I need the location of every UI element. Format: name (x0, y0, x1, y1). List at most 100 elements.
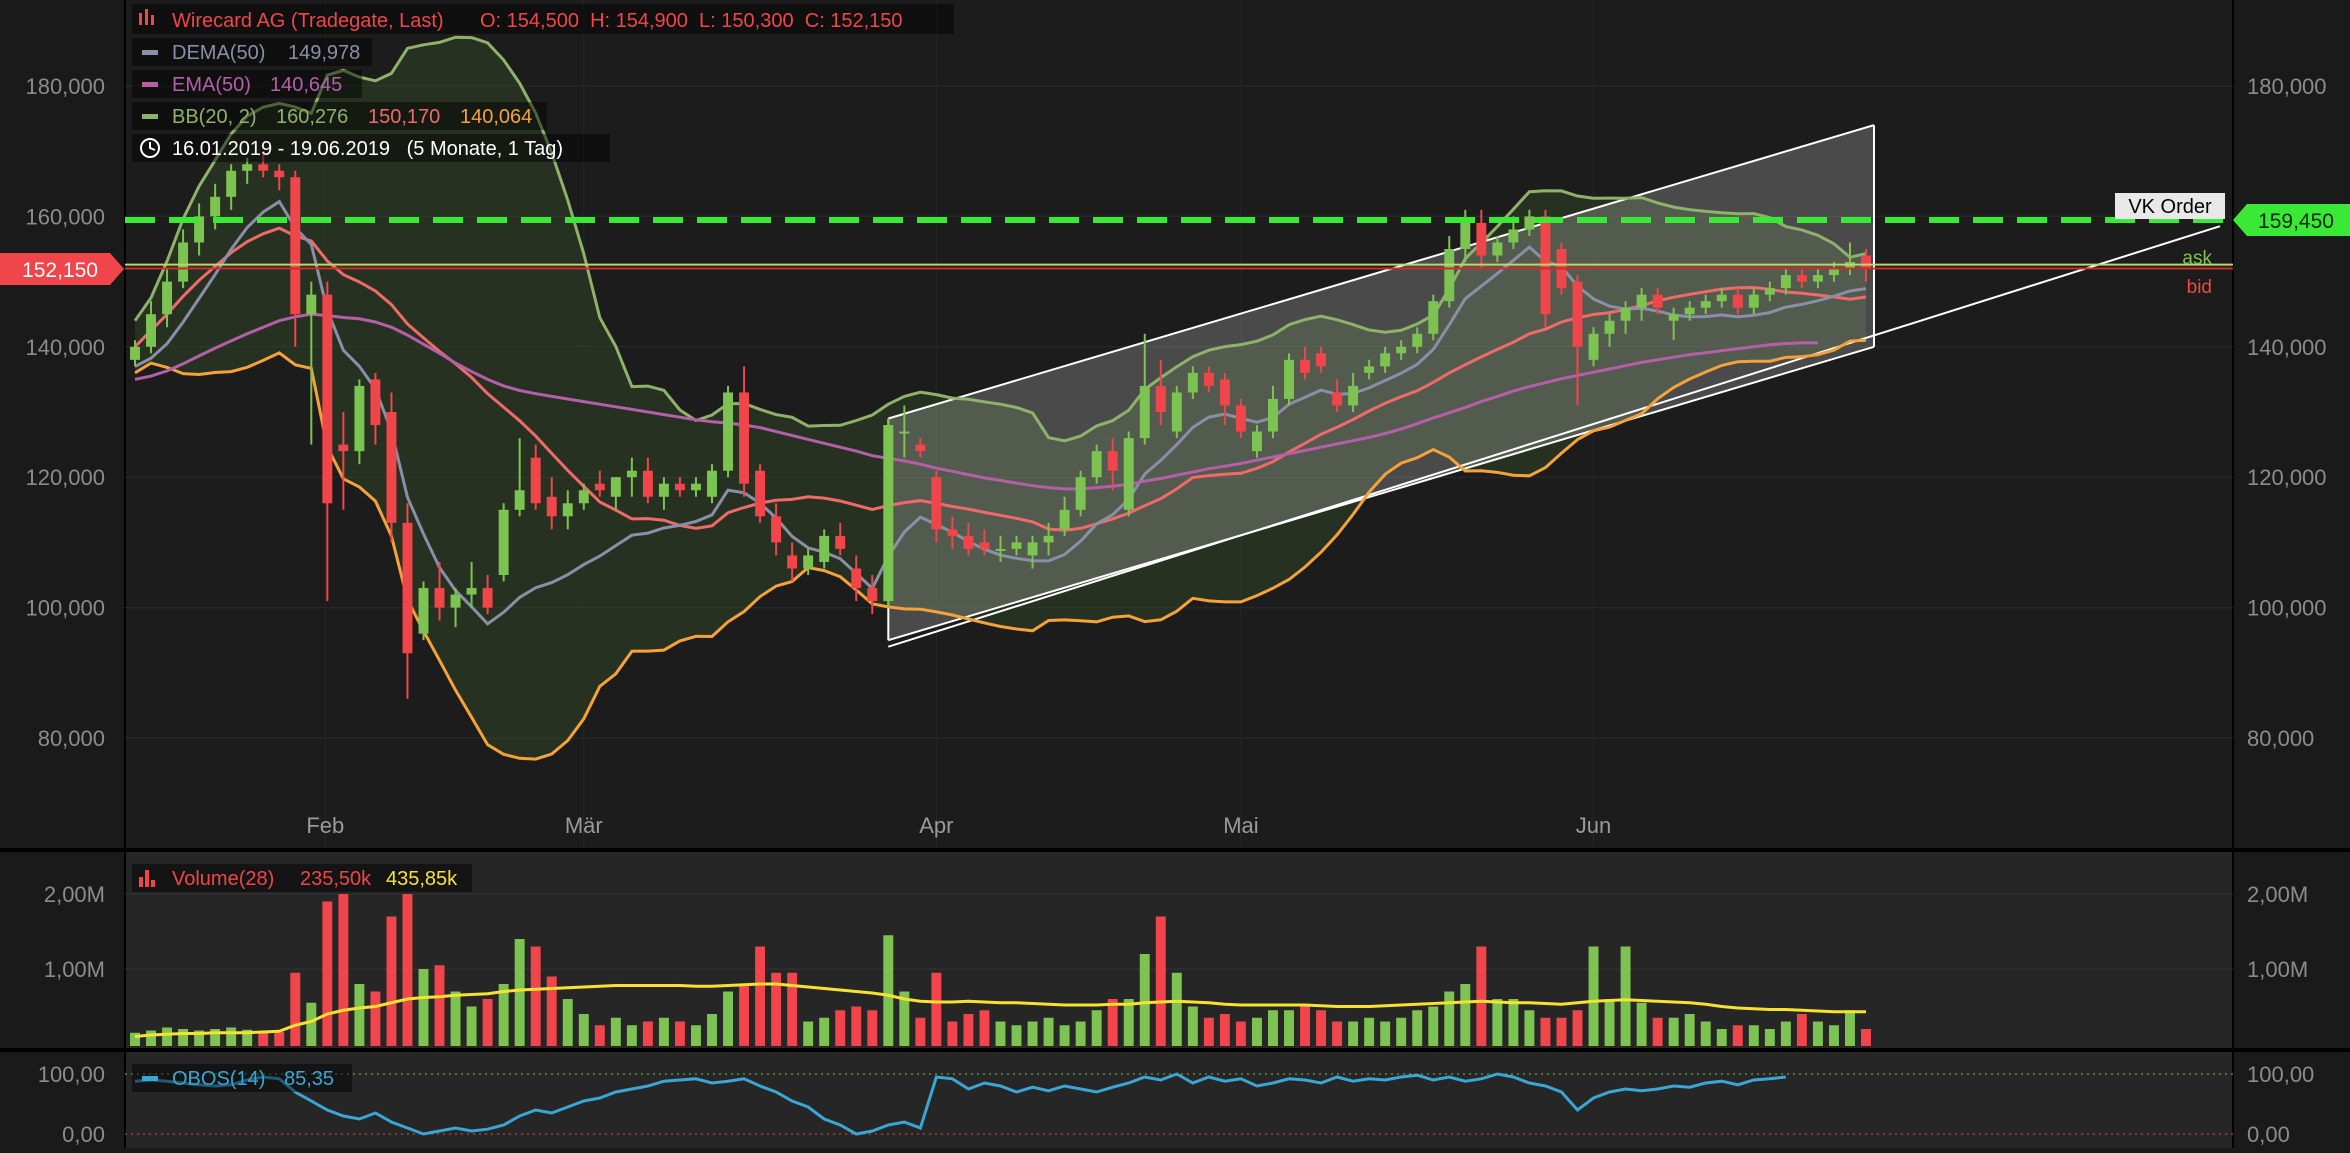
volume-bar (915, 1017, 926, 1046)
candle-body (482, 588, 493, 608)
vk-order-label[interactable]: VK Order (2115, 193, 2225, 219)
legend-volume-avg: 435,85k (386, 868, 458, 890)
candle-body (1268, 398, 1278, 432)
volume-bar (1203, 1017, 1214, 1046)
volume-bar (1684, 1014, 1695, 1046)
candle-body (402, 522, 413, 654)
candle-body (851, 568, 862, 589)
volume-bar (466, 1006, 477, 1046)
volume-bar (1059, 1025, 1070, 1046)
volume-tick-label: 1,00M (44, 957, 105, 982)
volume-bar (995, 1021, 1006, 1046)
volume-bar (1091, 1010, 1102, 1046)
volume-bar (1812, 1021, 1823, 1046)
candle-body (1316, 353, 1327, 367)
volume-bar (1396, 1017, 1407, 1046)
volume-bar (1492, 999, 1503, 1046)
volume-bar (1412, 1010, 1423, 1046)
candle-body (1652, 294, 1663, 308)
volume-bar (755, 946, 766, 1046)
candle-body (819, 535, 830, 562)
legend-ema-value: 140,645 (270, 74, 342, 96)
candle-body (178, 242, 189, 282)
volume-bar (1235, 1021, 1246, 1046)
volume-bar (658, 1017, 669, 1046)
legend-ema-label: EMA(50) (172, 74, 251, 96)
volume-bar (130, 1032, 140, 1046)
candle-body (274, 170, 285, 178)
ema-line (134, 312, 1818, 491)
candle-body (562, 503, 573, 517)
candle-body (915, 444, 926, 452)
candle-body (674, 483, 685, 491)
volume-bar (178, 1029, 189, 1046)
dema-swatch-icon (142, 50, 158, 55)
candle-body (1123, 438, 1134, 510)
volume-bar (626, 1025, 637, 1046)
candle-body (338, 444, 349, 452)
candle-body (1444, 249, 1455, 302)
volume-bar (1620, 946, 1631, 1046)
ask-label: ask (2182, 248, 2212, 269)
volume-bar (578, 1014, 589, 1046)
volume-bar (1572, 1010, 1583, 1046)
candle-body (418, 588, 429, 634)
legend-range: 16.01.2019 - 19.06.2019 (5 Monate, 1 Tag… (132, 134, 610, 162)
candle-body (707, 470, 717, 497)
last-price-tag: 152,150 (0, 253, 124, 285)
volume-bar (1828, 1025, 1839, 1046)
candle-body (658, 483, 669, 497)
legend-bb-lower: 140,064 (460, 106, 532, 128)
volume-bar (851, 1006, 862, 1046)
volume-bar (691, 1025, 701, 1046)
y-tick-label: 120,000 (25, 465, 105, 490)
volume-bar (226, 1027, 237, 1046)
volume-bar (867, 1010, 878, 1046)
candle-body (1300, 359, 1310, 373)
candle-body (787, 555, 798, 569)
candle-body (1636, 294, 1647, 308)
price-lines[interactable] (125, 216, 2233, 270)
candle-body (1732, 294, 1743, 308)
volume-bar (723, 991, 733, 1046)
volume-bar (771, 972, 782, 1046)
volume-bar (402, 894, 413, 1046)
volume-bar (306, 1002, 317, 1046)
obos-tick-label-right: 100,00 (2247, 1062, 2314, 1087)
volume-bar (1187, 1006, 1198, 1046)
candle-body (1075, 477, 1086, 510)
bb-swatch-icon (142, 114, 158, 119)
volume-bar (1444, 991, 1455, 1046)
candle-body (610, 477, 621, 497)
bid-label: bid (2187, 277, 2212, 298)
y-tick-label: 180,000 (25, 74, 105, 99)
candle-body (1155, 385, 1166, 412)
legend-bb-mid: 150,170 (368, 106, 440, 128)
obos-swatch-icon (142, 1076, 158, 1081)
volume-bar (514, 939, 525, 1046)
volume-bar (1316, 1010, 1327, 1046)
legend-obos: OBOS(14) 85,35 (132, 1064, 352, 1092)
volume-bar (498, 984, 509, 1046)
candle-body (963, 535, 974, 549)
volume-bar (674, 1021, 685, 1046)
vk-price-tag[interactable]: 159,450 (2233, 204, 2350, 236)
candle-body (835, 535, 846, 549)
candle-body (290, 177, 301, 315)
volume-bar (1652, 1017, 1663, 1046)
candle-body (979, 542, 990, 549)
volume-bar (835, 1010, 846, 1046)
candle-body (1460, 222, 1471, 249)
y-tick-label: 140,000 (25, 335, 105, 360)
y-tick-label-right: 120,000 (2247, 465, 2327, 490)
candle-body (1396, 346, 1407, 354)
volume-bar (1460, 984, 1471, 1046)
candle-body (1091, 451, 1102, 478)
clock-icon (140, 138, 160, 158)
volume-bar (1107, 999, 1118, 1046)
volume-bar (1123, 999, 1134, 1046)
volume-bar (1300, 1006, 1310, 1046)
volume-bar (1043, 1017, 1054, 1046)
candle-body (546, 496, 557, 517)
